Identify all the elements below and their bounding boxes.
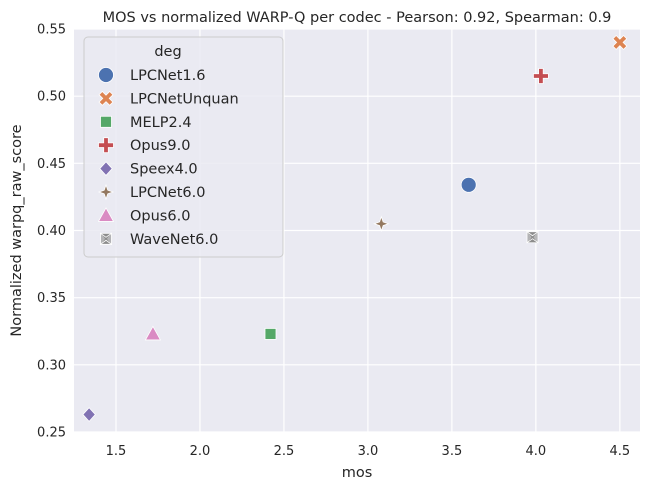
legend-label: LPCNet1.6	[130, 68, 205, 84]
legend-marker	[99, 161, 113, 176]
legend-item[interactable]: MELP2.4	[100, 115, 192, 131]
legend-item[interactable]: Opus9.0	[98, 137, 191, 155]
x-tick-label: 3.0	[358, 444, 379, 459]
data-point	[144, 325, 162, 341]
x-tick-labels: 1.5 2.0 2.5 3.0 3.5 4.0 4.5	[106, 444, 631, 459]
y-tick-label: 0.25	[37, 426, 66, 441]
legend-marker	[97, 183, 115, 201]
x-tick-label: 4.0	[526, 444, 547, 459]
data-point	[526, 230, 539, 244]
y-tick-label: 0.30	[37, 358, 66, 373]
legend-label: WaveNet6.0	[130, 232, 218, 248]
data-point	[82, 407, 96, 422]
legend-item[interactable]: Opus6.0	[97, 207, 191, 225]
legend-marker	[97, 207, 115, 222]
x-tick-label: 2.0	[190, 444, 211, 459]
grid-lines	[74, 28, 640, 433]
legend-items: LPCNet1.6 LPCNetUnquan MELP2.4 Opus9.0 Speex…	[95, 67, 239, 248]
legend-label: LPCNet6.0	[130, 185, 205, 201]
data-point	[533, 68, 549, 84]
data-point	[373, 215, 390, 233]
legend-label: Opus9.0	[130, 138, 190, 154]
y-tick-label: 0.50	[37, 90, 66, 105]
x-tick-label: 1.5	[106, 444, 127, 459]
legend-title: deg	[154, 44, 181, 60]
y-tick-label: 0.40	[37, 224, 66, 239]
y-tick-label: 0.45	[37, 157, 66, 172]
legend-frame	[83, 36, 284, 258]
y-tick-label: 0.55	[37, 23, 66, 38]
legend-item[interactable]: Speex4.0	[99, 161, 198, 178]
legend[interactable]: deg LPCNet1.6 LPCNetUnquan MELP2.4 Opus9.0 S…	[83, 36, 284, 258]
legend-label: Speex4.0	[130, 162, 198, 178]
x-tick-label: 3.5	[442, 444, 463, 459]
x-axis-label: mos	[342, 465, 373, 481]
legend-marker	[98, 137, 114, 154]
y-tick-label: 0.35	[37, 291, 66, 306]
y-axis-label: Normalized warpq_raw_score	[9, 124, 25, 336]
data-point	[612, 34, 628, 50]
legend-label: MELP2.4	[130, 115, 192, 131]
legend-item[interactable]: LPCNet6.0	[97, 183, 205, 201]
data-point	[264, 328, 277, 340]
legend-marker	[98, 67, 114, 83]
y-tick-labels: 0.25 0.30 0.35 0.40 0.45 0.50 0.55	[37, 23, 66, 441]
legend-item[interactable]: WaveNet6.0	[99, 232, 219, 248]
legend-marker	[100, 115, 112, 128]
data-points	[82, 34, 628, 422]
legend-marker	[98, 90, 114, 106]
x-tick-label: 2.5	[274, 444, 295, 459]
legend-marker	[99, 232, 113, 246]
chart-title: MOS vs normalized WARP-Q per codec - Pea…	[103, 10, 612, 26]
legend-label: LPCNetUnquan	[130, 91, 239, 107]
legend-item[interactable]: LPCNetUnquan	[95, 88, 239, 109]
data-point	[460, 176, 477, 193]
x-tick-label: 4.5	[610, 444, 631, 459]
legend-label: Opus6.0	[130, 208, 190, 224]
legend-item[interactable]: LPCNet1.6	[98, 67, 206, 85]
